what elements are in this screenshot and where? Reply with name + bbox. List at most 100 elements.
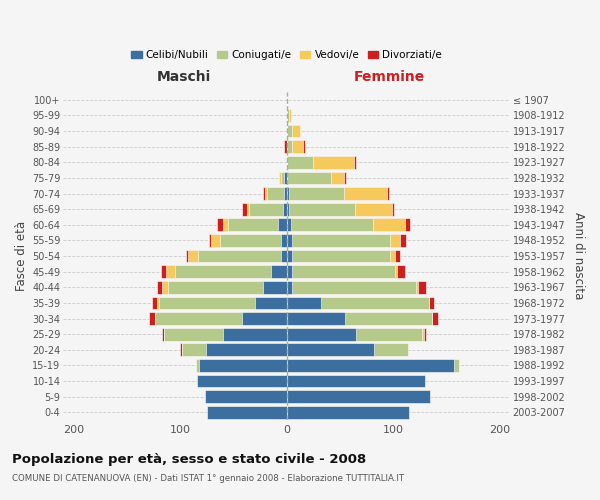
Bar: [284, 140, 287, 153]
Bar: [287, 156, 356, 168]
Bar: [287, 250, 390, 262]
Bar: [164, 328, 287, 340]
Bar: [188, 250, 287, 262]
Bar: [287, 109, 289, 122]
Bar: [287, 266, 395, 278]
Bar: [287, 187, 386, 200]
Bar: [157, 281, 287, 293]
Bar: [287, 266, 404, 278]
Bar: [287, 328, 356, 340]
Bar: [279, 172, 287, 184]
Bar: [180, 344, 287, 356]
Bar: [206, 344, 287, 356]
Bar: [287, 218, 404, 231]
Bar: [287, 296, 434, 310]
Bar: [211, 234, 287, 247]
Bar: [287, 328, 426, 340]
Bar: [287, 281, 418, 293]
Bar: [207, 406, 287, 418]
Bar: [287, 234, 400, 247]
Bar: [287, 250, 400, 262]
Bar: [287, 281, 426, 293]
Bar: [159, 296, 287, 310]
Bar: [287, 312, 437, 325]
Bar: [287, 203, 289, 215]
Bar: [205, 390, 287, 403]
Bar: [287, 344, 408, 356]
Bar: [228, 218, 287, 231]
Bar: [281, 234, 287, 247]
Text: Maschi: Maschi: [157, 70, 211, 84]
Bar: [287, 218, 373, 231]
Bar: [164, 328, 287, 340]
Bar: [199, 250, 287, 262]
Bar: [287, 187, 344, 200]
Bar: [287, 390, 430, 403]
Bar: [287, 374, 425, 388]
Bar: [287, 344, 408, 356]
Bar: [205, 390, 287, 403]
Bar: [152, 296, 287, 310]
Bar: [161, 266, 287, 278]
Text: COMUNE DI CATENANUOVA (EN) - Dati ISTAT 1° gennaio 2008 - Elaborazione TUTTITALI: COMUNE DI CATENANUOVA (EN) - Dati ISTAT …: [12, 474, 404, 483]
Bar: [220, 234, 287, 247]
Bar: [284, 187, 287, 200]
Bar: [287, 281, 416, 293]
Y-axis label: Anni di nascita: Anni di nascita: [572, 212, 585, 300]
Bar: [250, 203, 287, 215]
Bar: [287, 187, 289, 200]
Bar: [268, 187, 287, 200]
Bar: [185, 250, 287, 262]
Bar: [287, 374, 425, 388]
Bar: [157, 296, 287, 310]
Bar: [287, 359, 459, 372]
Bar: [287, 203, 355, 215]
Bar: [207, 406, 287, 418]
Bar: [287, 296, 429, 310]
Bar: [265, 187, 287, 200]
Bar: [149, 312, 287, 325]
Bar: [197, 374, 287, 388]
Bar: [287, 390, 430, 403]
Bar: [278, 218, 287, 231]
Bar: [209, 234, 287, 247]
Bar: [287, 187, 389, 200]
Bar: [287, 344, 374, 356]
Bar: [287, 109, 291, 122]
Bar: [182, 344, 287, 356]
Bar: [279, 172, 287, 184]
Bar: [155, 312, 287, 325]
Bar: [182, 344, 287, 356]
Bar: [287, 156, 353, 168]
Bar: [263, 281, 287, 293]
Bar: [205, 390, 287, 403]
Bar: [287, 390, 430, 403]
Bar: [287, 234, 390, 247]
Bar: [287, 203, 392, 215]
Bar: [287, 281, 292, 293]
Bar: [287, 250, 292, 262]
Bar: [287, 312, 432, 325]
Bar: [287, 203, 394, 215]
Bar: [287, 109, 291, 122]
Bar: [287, 250, 395, 262]
Bar: [287, 124, 301, 138]
Bar: [217, 218, 287, 231]
Bar: [196, 359, 287, 372]
Bar: [284, 172, 287, 184]
Bar: [223, 328, 287, 340]
Text: Popolazione per età, sesso e stato civile - 2008: Popolazione per età, sesso e stato civil…: [12, 452, 366, 466]
Bar: [287, 266, 397, 278]
Bar: [197, 374, 287, 388]
Bar: [255, 296, 287, 310]
Bar: [287, 406, 409, 418]
Bar: [287, 140, 305, 153]
Bar: [287, 296, 429, 310]
Bar: [287, 140, 292, 153]
Bar: [287, 344, 408, 356]
Text: Femmine: Femmine: [354, 70, 425, 84]
Bar: [287, 172, 346, 184]
Bar: [287, 218, 291, 231]
Bar: [287, 328, 424, 340]
Bar: [167, 281, 287, 293]
